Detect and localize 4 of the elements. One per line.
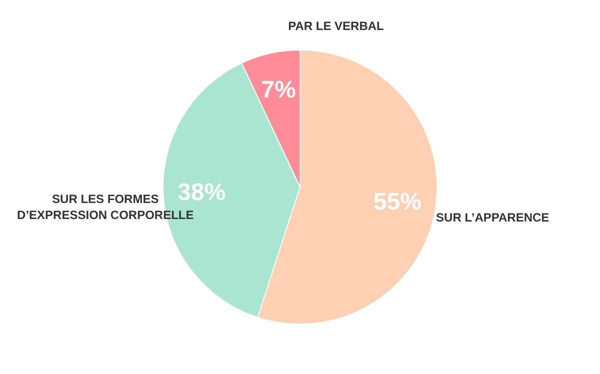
data-label: 55% — [373, 188, 422, 216]
data-label: 7% — [261, 76, 296, 104]
slice-label: SUR L’APPARENCE — [436, 210, 550, 225]
slice-label: PAR LE VERBAL — [288, 18, 384, 33]
